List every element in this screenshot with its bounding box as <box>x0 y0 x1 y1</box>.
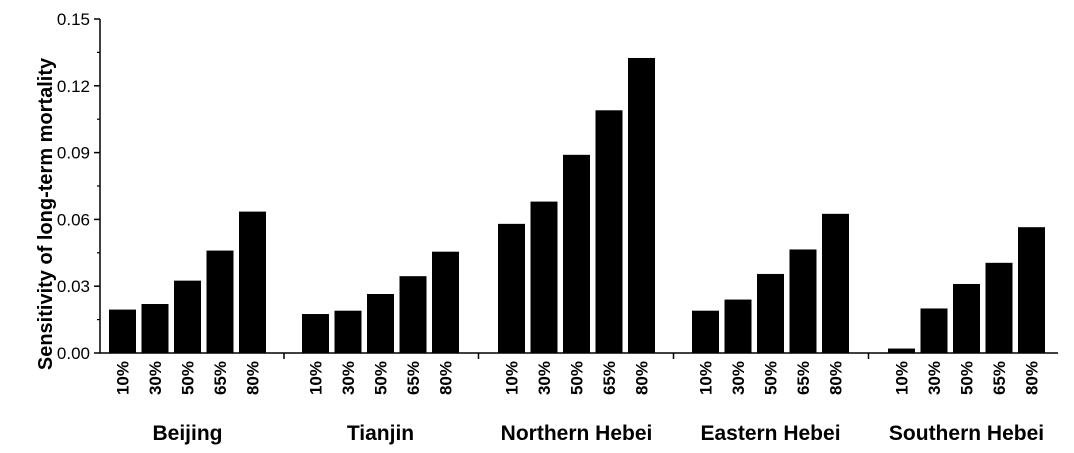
category-label: 65% <box>211 361 230 395</box>
bar <box>399 276 427 353</box>
y-tick-label: 0.12 <box>57 77 90 96</box>
bar <box>628 57 655 353</box>
category-label: 10% <box>697 361 716 395</box>
bar <box>692 310 719 353</box>
group-label: Beijing <box>152 422 222 445</box>
category-label: 50% <box>958 361 977 395</box>
category-label: 65% <box>794 361 813 395</box>
bar <box>530 201 558 353</box>
y-axis-title: Sensitivity of long-term mortality <box>35 57 57 370</box>
y-tick-label: 0.03 <box>57 277 90 296</box>
bar <box>920 308 948 353</box>
category-label: 10% <box>114 361 133 395</box>
category-label: 50% <box>568 361 587 395</box>
bar <box>888 348 915 353</box>
group-label: Eastern Hebei <box>700 422 840 445</box>
category-label: 30% <box>925 361 944 395</box>
category-label: 30% <box>535 361 554 395</box>
category-label: 80% <box>1023 361 1042 395</box>
category-label: 65% <box>404 361 423 395</box>
bar <box>302 314 329 353</box>
bar <box>174 280 201 353</box>
group-label: Southern Hebei <box>889 422 1044 445</box>
category-label: 80% <box>633 361 652 395</box>
bar <box>822 213 849 353</box>
bar <box>109 309 136 353</box>
category-label: 10% <box>307 361 326 395</box>
category-label: 50% <box>372 361 391 395</box>
category-label: 30% <box>729 361 748 395</box>
bar <box>498 223 525 353</box>
y-tick-label: 0.00 <box>57 344 90 363</box>
category-label: 50% <box>179 361 198 395</box>
bar <box>432 251 459 353</box>
category-label: 10% <box>893 361 912 395</box>
y-tick-label: 0.06 <box>57 210 90 229</box>
bar <box>334 310 362 353</box>
bar <box>1018 227 1045 353</box>
category-label: 80% <box>827 361 846 395</box>
bar <box>239 211 266 353</box>
category-label: 30% <box>146 361 165 395</box>
bar <box>789 249 817 353</box>
bar <box>953 283 980 353</box>
bar <box>141 304 169 353</box>
bar <box>563 154 590 353</box>
category-label: 80% <box>244 361 263 395</box>
bar <box>367 293 394 353</box>
category-label: 80% <box>437 361 456 395</box>
y-tick-label: 0.15 <box>57 10 90 29</box>
bar <box>985 262 1013 353</box>
bar <box>206 250 234 353</box>
y-tick-label: 0.09 <box>57 144 90 163</box>
category-label: 65% <box>600 361 619 395</box>
category-label: 65% <box>990 361 1009 395</box>
bar <box>724 299 752 353</box>
bar <box>757 273 784 353</box>
bar <box>595 110 623 353</box>
group-label: Northern Hebei <box>501 422 653 445</box>
category-label: 30% <box>339 361 358 395</box>
category-label: 50% <box>762 361 781 395</box>
group-label: Tianjin <box>347 422 414 445</box>
category-label: 10% <box>503 361 522 395</box>
